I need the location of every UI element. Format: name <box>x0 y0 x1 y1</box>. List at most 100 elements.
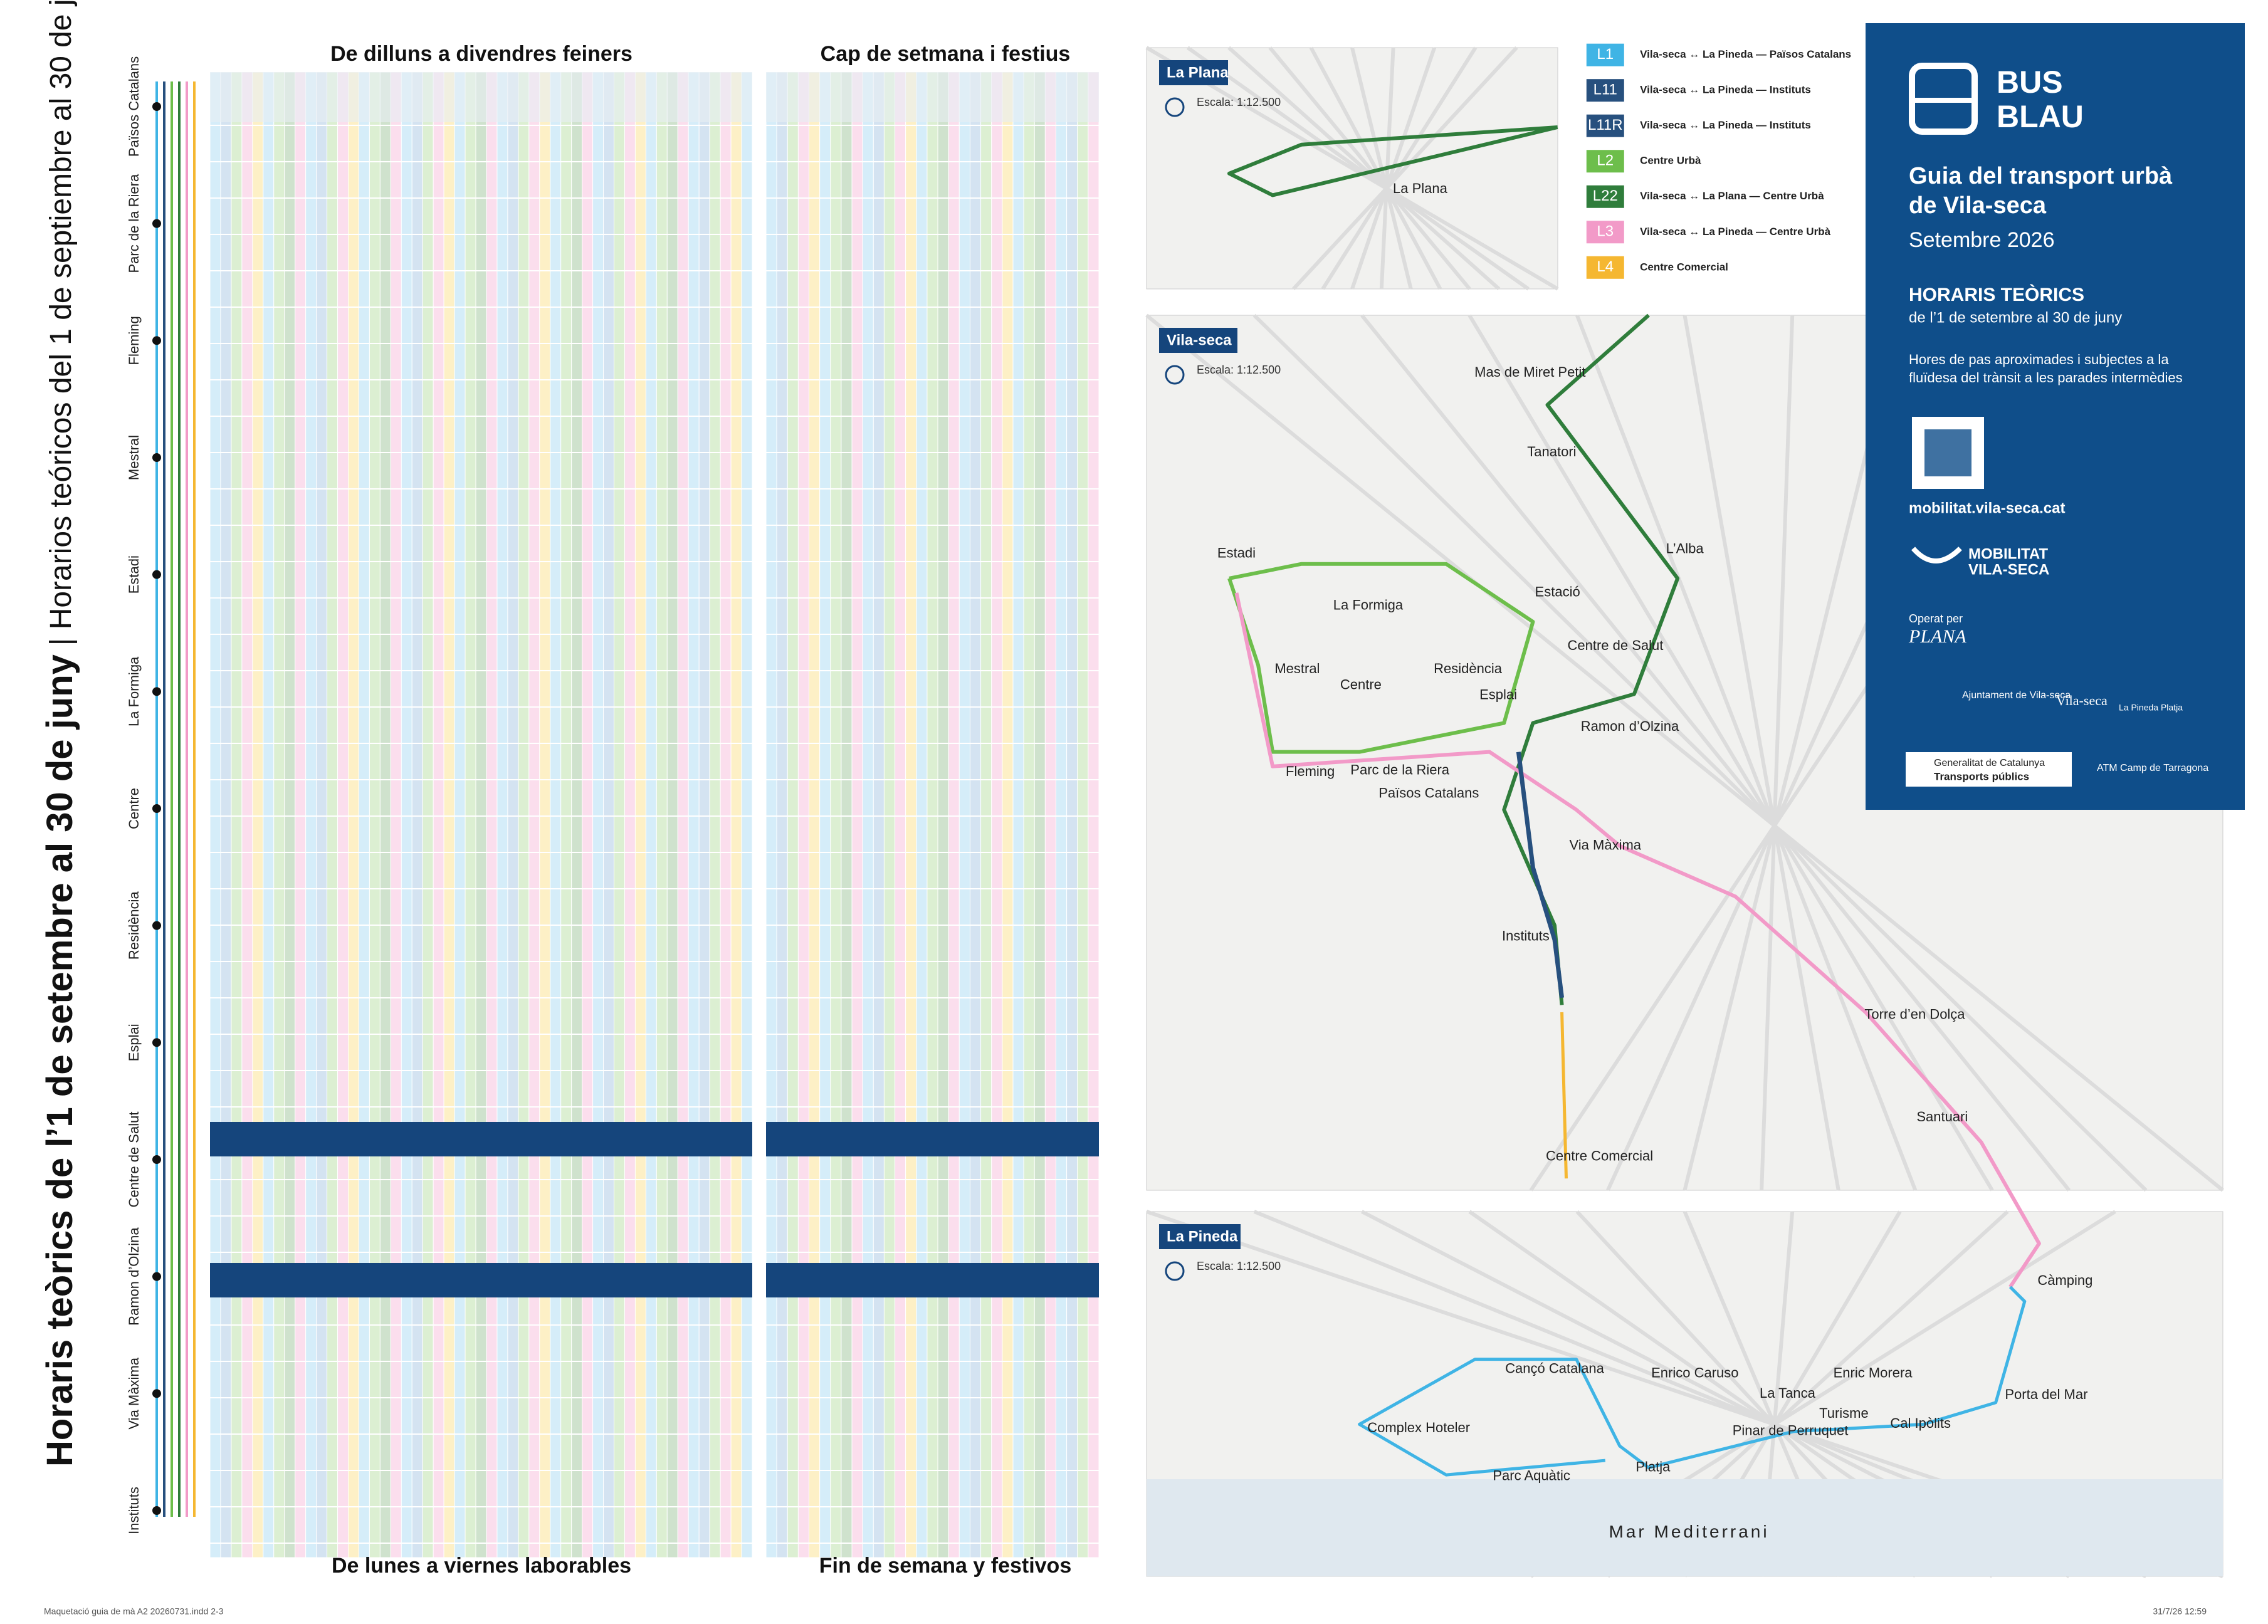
legend-badge <box>1586 79 1624 102</box>
qr-inner <box>1924 429 1971 476</box>
panel-brand-1: BUS <box>1997 65 2063 100</box>
map-label: La Tanca <box>1760 1385 1816 1401</box>
map-label: Mar Mediterrani <box>1609 1522 1770 1541</box>
panel-schedule-title: HORARIS TEÒRICS <box>1909 284 2084 305</box>
map-label: Fleming <box>1286 763 1335 779</box>
trip-column <box>539 71 551 1558</box>
panel-pineda: La Pineda Platja <box>2119 703 2183 713</box>
panel-guide-2: de Vila-seca <box>1909 192 2047 219</box>
trip-column <box>634 71 646 1558</box>
trip-column <box>1066 71 1078 1558</box>
map-road <box>1252 313 2148 1192</box>
trip-column <box>379 71 391 1558</box>
panel-mob-2: VILA-SECA <box>1968 561 2049 578</box>
trip-column <box>730 71 742 1558</box>
trip-column <box>454 71 466 1558</box>
trip-column <box>873 71 885 1558</box>
legend-code: L3 <box>1597 223 1614 240</box>
legend-badge <box>1586 221 1624 244</box>
stop-dot <box>152 804 161 813</box>
stop-dot <box>152 102 161 111</box>
trip-column <box>465 71 476 1558</box>
route-line <box>1234 592 2041 1288</box>
legend-route: Vila-seca ↔ La Pineda — Països Catalans <box>1640 48 1851 60</box>
compass <box>1165 97 1185 117</box>
panel-gencat-2: Transports públics <box>1934 770 2029 782</box>
route-line <box>1227 562 1535 754</box>
trip-column <box>905 71 917 1558</box>
legend-code: L11 <box>1593 81 1617 98</box>
map-label: Pinar de Perruquet <box>1733 1423 1849 1438</box>
trip-column <box>337 71 349 1558</box>
map-label: Mas de Miret Petit <box>1474 364 1585 380</box>
trip-column <box>991 71 1003 1558</box>
weekday-title: De dilluns a divendres feiners <box>330 42 633 66</box>
trip-column <box>937 71 949 1558</box>
legend-code: L1 <box>1597 46 1614 63</box>
legend-code: L4 <box>1597 258 1614 275</box>
legend-route: Vila-seca ↔ La Pineda — Instituts <box>1640 119 1811 131</box>
title-bold: Horaris teòrics de l’1 de setembre al 30… <box>39 654 80 1467</box>
map-label: Ramon d’Olzina <box>1581 718 1679 734</box>
stop-name: Ramon d’Olzina <box>126 1227 142 1326</box>
trip-column <box>507 71 519 1558</box>
stop-dot <box>152 570 161 579</box>
legend-code: L2 <box>1597 152 1614 169</box>
legend-badge <box>1586 150 1624 173</box>
trip-column <box>390 71 402 1558</box>
map-label: Turisme <box>1819 1405 1869 1421</box>
sea <box>1147 1479 2223 1576</box>
trip-column <box>656 71 668 1558</box>
map-scale: Escala: 1:12.500 <box>1197 1260 1281 1272</box>
legend-route: Vila-seca ↔ La Pineda — Centre Urbà <box>1640 226 1830 238</box>
trip-column <box>895 71 906 1558</box>
trip-column <box>603 71 615 1558</box>
gencat-box <box>1906 752 2072 787</box>
stop-dot <box>152 1272 161 1281</box>
trip-column <box>1055 71 1068 1558</box>
map-road <box>1575 314 1918 1192</box>
panel-url: mobilitat.vila-seca.cat <box>1909 500 2065 516</box>
map-road <box>1145 313 2224 1192</box>
legend-route: Centre Urbà <box>1640 155 1701 167</box>
trip-column <box>677 71 689 1558</box>
trip-column <box>1002 71 1014 1558</box>
weekday-title-es: De lunes a viernes laborables <box>332 1554 631 1578</box>
trip-column <box>741 71 753 1558</box>
trip-column <box>916 71 928 1558</box>
map-tag <box>1159 1224 1241 1249</box>
mob-logo <box>1911 547 1962 563</box>
map-road <box>1360 314 2071 1192</box>
stop-name: Països Catalans <box>126 56 142 157</box>
map-label: Tanatori <box>1527 444 1576 459</box>
trip-column <box>883 71 896 1558</box>
route-line <box>1560 1012 1568 1179</box>
map-label: Via Màxima <box>1570 837 1642 852</box>
trip-column <box>614 71 625 1558</box>
stop-dot <box>152 336 161 345</box>
map-label: Estadi <box>1217 545 1256 560</box>
trip-column <box>518 71 530 1558</box>
trip-column <box>496 71 508 1558</box>
trip-column <box>347 71 359 1558</box>
map-label: Enric Morera <box>1834 1365 1913 1380</box>
band <box>210 1122 752 1156</box>
map-label: Esplai <box>1479 686 1517 702</box>
panel-guide-1: Guia del transport urbà <box>1909 163 2173 189</box>
trip-column <box>645 71 657 1558</box>
trip-column <box>1044 71 1056 1558</box>
trip-column <box>809 71 821 1558</box>
stop-name: La Formiga <box>126 656 142 726</box>
panel-mob-1: MOBILITAT <box>1968 545 2048 562</box>
map-road <box>1145 46 1559 291</box>
weekend-title: Cap de setmana i festius <box>821 42 1071 66</box>
head-band <box>210 72 752 122</box>
legend-route: Vila-seca ↔ La Plana — Centre Urbà <box>1640 190 1824 202</box>
legend-badge <box>1586 114 1624 137</box>
trip-column <box>284 71 296 1558</box>
trip-column <box>720 71 732 1558</box>
trip-column <box>231 71 243 1558</box>
trip-column <box>980 71 992 1558</box>
footer-file: Maquetació guia de mà A2 20260731.indd 2… <box>44 1606 224 1616</box>
trip-column <box>571 71 583 1558</box>
